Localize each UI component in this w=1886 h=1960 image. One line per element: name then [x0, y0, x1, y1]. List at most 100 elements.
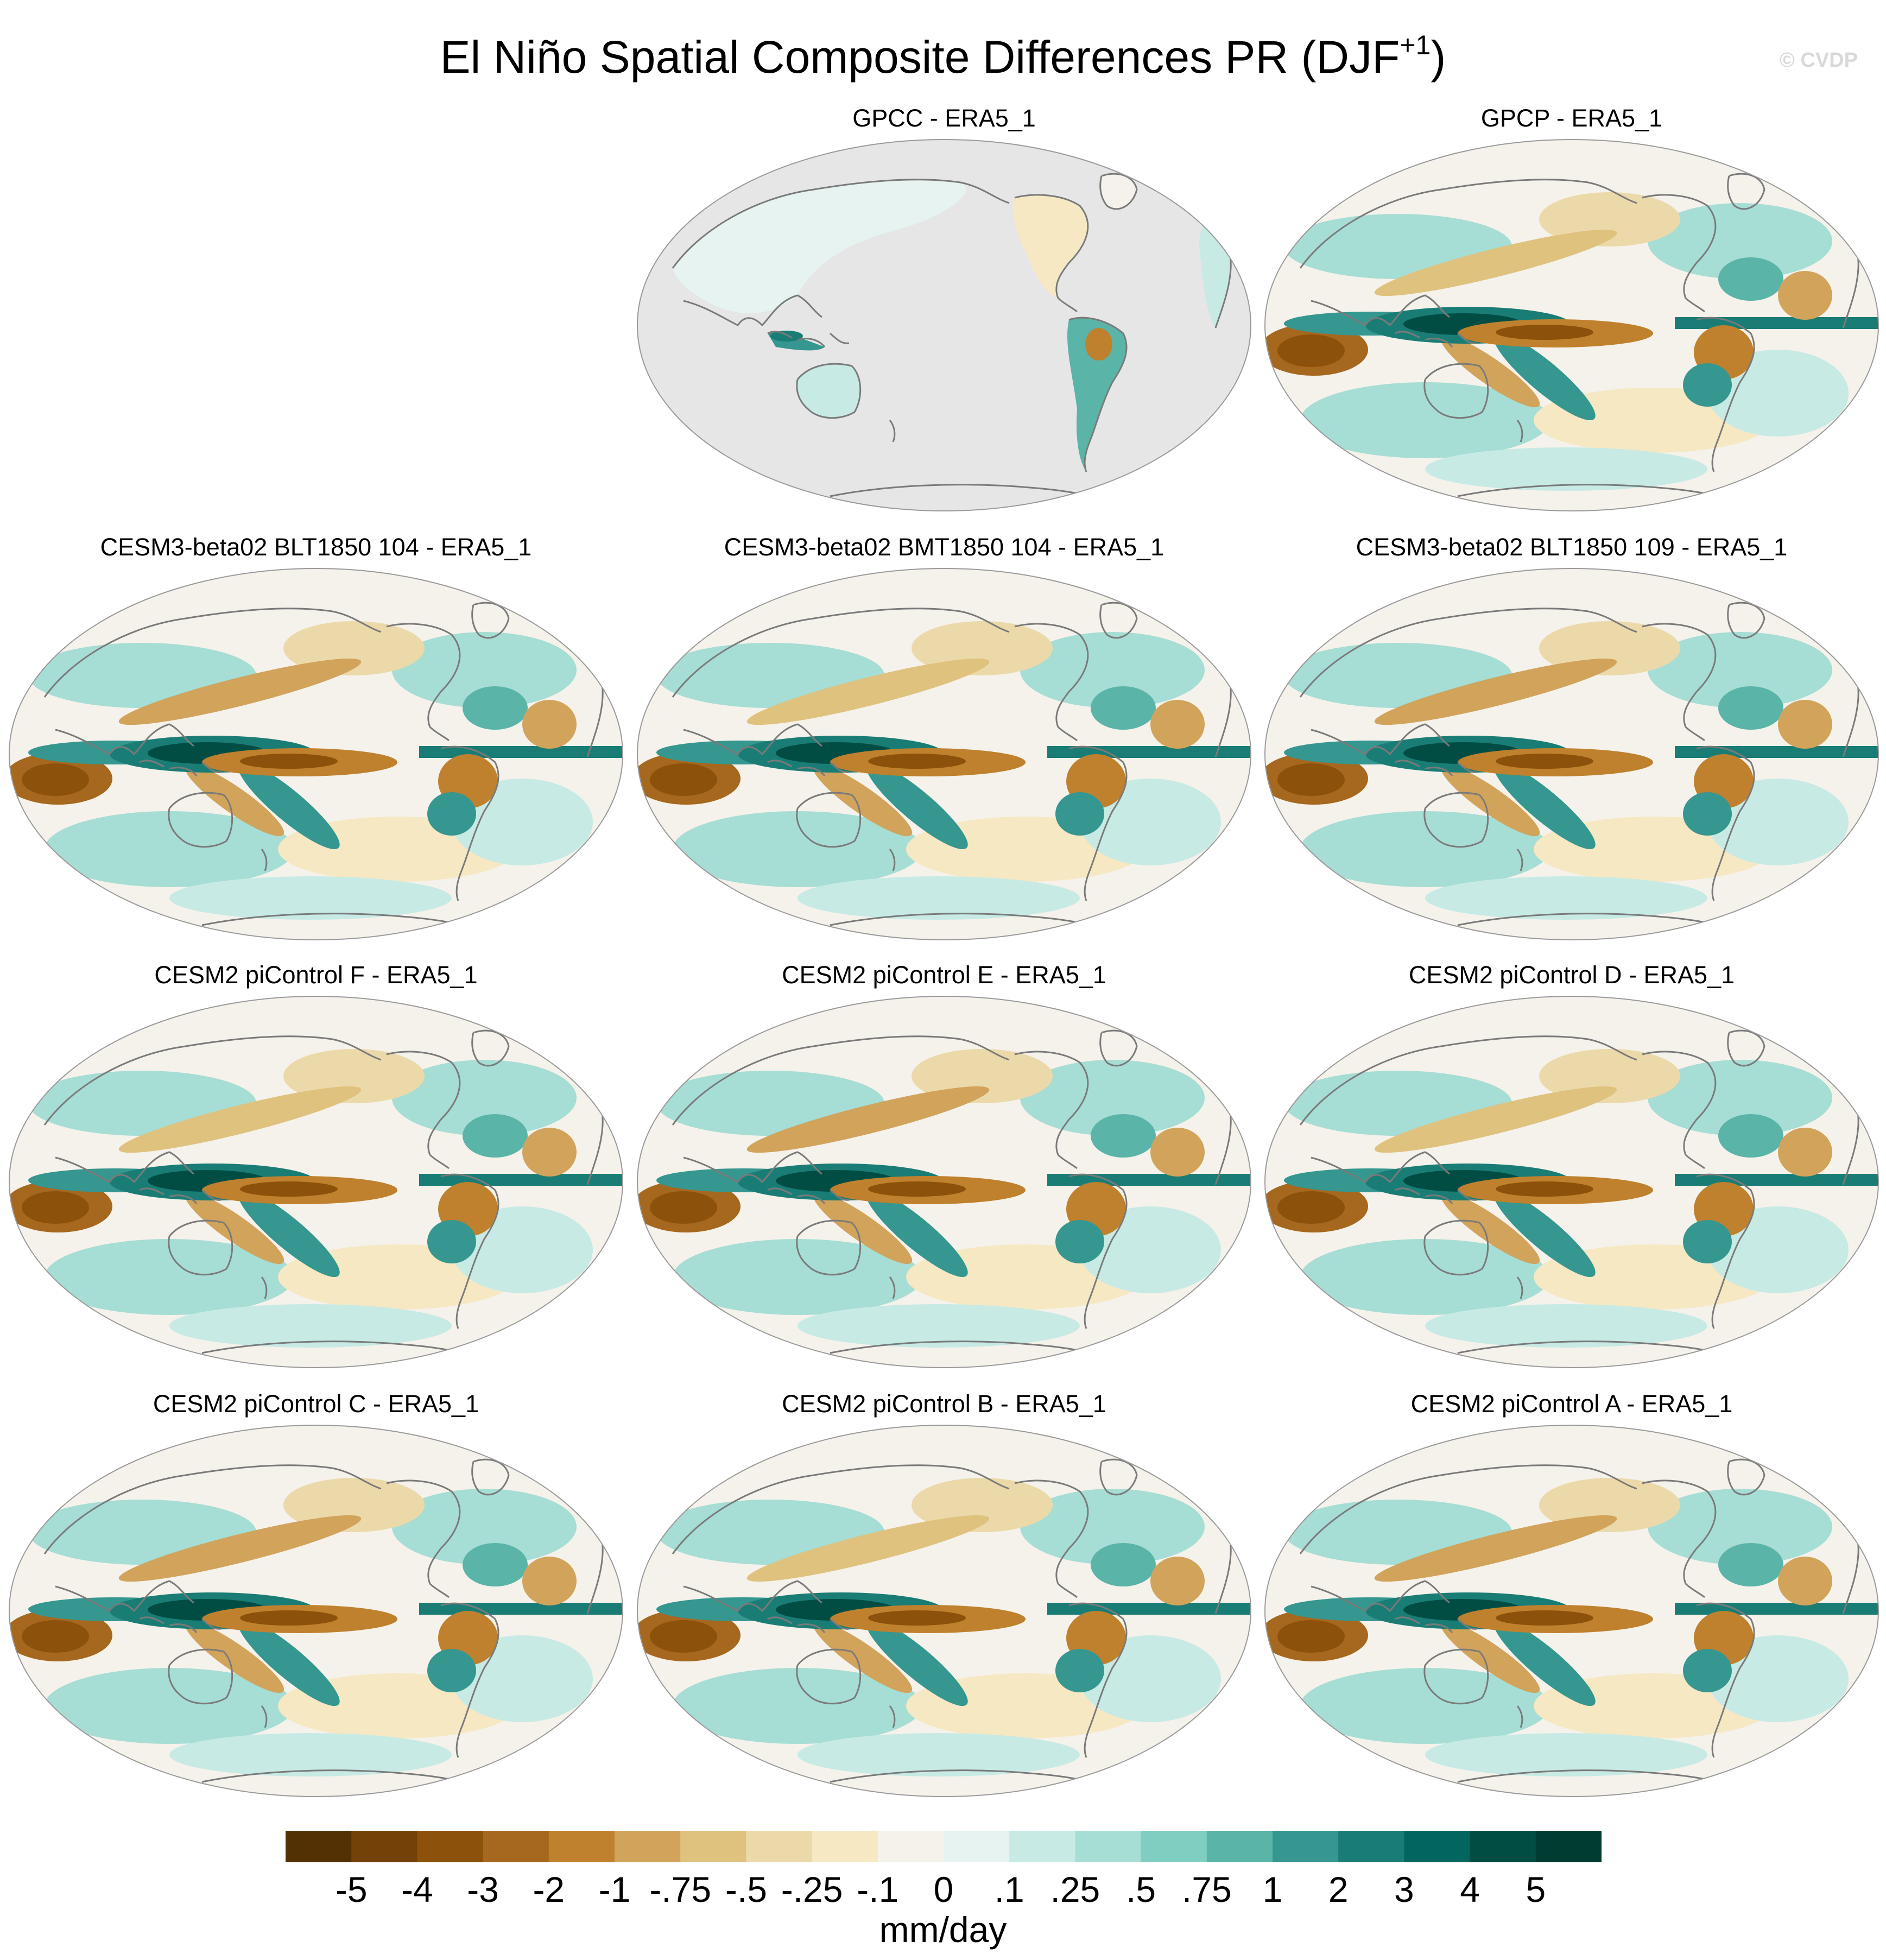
map-border: [637, 1425, 1251, 1797]
spcz-wet-band: [238, 1618, 340, 1706]
colorbar-swatch: [417, 1831, 484, 1862]
australia-land: [796, 364, 860, 418]
colorbar-tick-label: -.5: [725, 1869, 767, 1910]
colorbar-tick-label: -4: [401, 1869, 433, 1910]
map-border: [9, 568, 623, 940]
map-svg: [1264, 996, 1879, 1368]
colorbar-tick-label: -.1: [857, 1869, 899, 1910]
spcz-wet-band: [1493, 762, 1596, 850]
coastline-0: [672, 1464, 1010, 1554]
southern-ocean-wet-patch: [798, 876, 1080, 920]
southern-ocean-wet-patch: [798, 1733, 1080, 1776]
caribbean-wet: [1718, 1543, 1783, 1586]
map-border: [1264, 139, 1879, 511]
spcz-dry-band: [1440, 764, 1540, 837]
indian-ocean-dry-core: [1277, 334, 1345, 367]
indian-ocean-dry-core: [1277, 1191, 1345, 1224]
coastline-4: [1642, 623, 1717, 742]
colorbar-tick-label: 5: [1526, 1869, 1546, 1910]
eurasia-land: [673, 179, 966, 314]
coastline-4: [1014, 1480, 1089, 1598]
coastline-9: [261, 1705, 268, 1728]
colorbar-swatch: [680, 1831, 746, 1862]
africa-dry: [1778, 1128, 1832, 1177]
coastline-5: [1727, 173, 1765, 210]
coastline-1: [55, 1151, 194, 1183]
colorbar-swatch: [1273, 1831, 1339, 1862]
map-field: [637, 140, 1251, 511]
colorbar-swatch: [1075, 1831, 1142, 1862]
coastline-5: [1727, 1458, 1765, 1496]
map-svg: [1264, 568, 1879, 940]
map-field: [9, 1425, 623, 1797]
east-pacific-dry-core: [1496, 754, 1593, 769]
coastline-3: [1423, 792, 1489, 848]
southern-ocean-wet-patch: [798, 1304, 1080, 1348]
atlantic-wet-patch: [392, 1489, 577, 1565]
map-panel: CESM2 piControl F - ERA5_1: [7, 959, 625, 1388]
colorbar-tick-label: -2: [533, 1869, 565, 1910]
spcz-wet-band: [238, 1190, 340, 1278]
spcz-dry-band: [185, 1192, 284, 1264]
coastline-3: [168, 1219, 233, 1276]
south-america-wet: [427, 1220, 476, 1263]
coastline-3: [796, 1219, 862, 1276]
colorbar-swatch: [483, 1831, 549, 1862]
atlantic-itcz-wet-strip: [1675, 1174, 1878, 1186]
map-panel: CESM3-beta02 BLT1850 109 - ERA5_1: [1262, 531, 1881, 960]
caribbean-wet: [463, 1543, 528, 1586]
north-pacific-dry-band: [118, 658, 362, 725]
coastline-9: [889, 420, 896, 442]
africa-dry: [522, 1557, 577, 1605]
map-border: [9, 996, 623, 1368]
greenland-land: [1100, 174, 1137, 209]
spcz-wet-band: [238, 762, 340, 850]
coastline-9: [1516, 1705, 1523, 1728]
panel-title: CESM2 piControl F - ERA5_1: [154, 961, 478, 989]
coastline-5: [471, 1029, 510, 1067]
atlantic-itcz-wet-strip: [1675, 1603, 1878, 1615]
coastline-1: [1311, 1580, 1450, 1612]
panel-title: CESM2 piControl C - ERA5_1: [153, 1390, 479, 1418]
coastline-5: [1099, 1029, 1138, 1067]
east-pacific-dry-core: [868, 1610, 966, 1626]
map-svg: [1264, 1425, 1879, 1797]
coastline-9: [1516, 1276, 1523, 1299]
colorbar-tick-label: .25: [1050, 1869, 1100, 1910]
coastline-9: [889, 849, 896, 871]
east-pacific-dry-core: [1496, 325, 1593, 340]
coastline-4: [1642, 1480, 1717, 1598]
map-border: [1264, 996, 1879, 1368]
indian-ocean-dry-core: [22, 1191, 89, 1224]
colorbar-tick-label: -.75: [649, 1869, 712, 1910]
coastline-2: [1395, 760, 1477, 776]
colorbar-swatch: [1404, 1831, 1471, 1862]
colorbar-tick-label: 3: [1394, 1869, 1414, 1910]
coastline-6: [1068, 317, 1128, 472]
panel-title: GPCC - ERA5_1: [852, 104, 1036, 132]
coastline-5: [1099, 173, 1138, 210]
north-pacific-dry-band: [1374, 1086, 1617, 1153]
spcz-dry-band: [813, 764, 913, 837]
atlantic-wet-patch: [392, 1060, 577, 1136]
map-border: [637, 996, 1251, 1368]
coastline-2: [1395, 1616, 1477, 1633]
coastline-0: [672, 179, 1010, 269]
coastline-4: [386, 623, 461, 742]
south-indian-wet-patch: [1300, 811, 1550, 887]
coastline-5: [1727, 602, 1765, 639]
panel-title: CESM2 piControl A - ERA5_1: [1410, 1390, 1733, 1418]
coastline-6: [440, 745, 499, 901]
caribbean-wet: [1718, 257, 1783, 301]
spcz-dry-band: [813, 1621, 913, 1693]
map-border: [637, 568, 1251, 940]
colorbar-tick-label: 4: [1460, 1869, 1480, 1910]
colorbar-swatch: [812, 1831, 878, 1862]
coastline-2: [139, 1187, 221, 1204]
caribbean-wet: [1091, 686, 1156, 730]
south-america-wet: [1683, 792, 1732, 836]
spcz-wet-band: [866, 1190, 968, 1278]
spcz-dry-band: [185, 764, 284, 837]
map-border: [1264, 1425, 1879, 1797]
coastline-5: [471, 1458, 510, 1496]
